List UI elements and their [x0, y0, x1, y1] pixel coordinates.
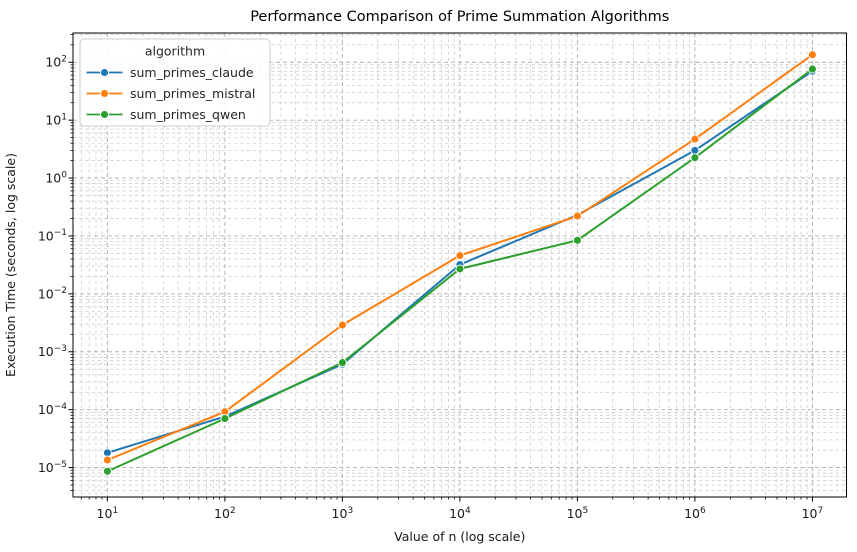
data-point — [220, 414, 230, 424]
y-tick-label: 10−4 — [38, 402, 67, 417]
x-tick-label: 101 — [97, 506, 119, 521]
series-markers-sum_primes_qwen — [102, 64, 817, 476]
x-tick-label: 103 — [332, 506, 354, 521]
y-tick-label: 102 — [45, 55, 67, 70]
legend-marker-claude — [100, 68, 109, 77]
data-point — [807, 50, 817, 60]
data-point — [337, 320, 347, 330]
series-markers-sum_primes_mistral — [102, 50, 817, 465]
y-tick-label: 10−1 — [38, 228, 67, 243]
chart-title: Performance Comparison of Prime Summatio… — [250, 9, 669, 25]
x-tick-label: 104 — [449, 506, 471, 521]
legend-title: algorithm — [145, 44, 205, 59]
data-point — [337, 358, 347, 368]
x-tick-label: 107 — [802, 506, 824, 521]
data-point — [102, 466, 112, 476]
legend-label-claude: sum_primes_claude — [130, 65, 254, 80]
y-tick-label: 10−2 — [38, 286, 67, 301]
legend-label-qwen: sum_primes_qwen — [130, 107, 246, 122]
data-point — [572, 211, 582, 221]
data-point — [690, 145, 700, 155]
y-tick-label: 100 — [45, 170, 67, 185]
legend-box — [79, 38, 271, 127]
x-tick-label: 102 — [214, 506, 236, 521]
data-point — [455, 264, 465, 274]
legend-label-mistral: sum_primes_mistral — [130, 86, 255, 101]
x-tick-label: 106 — [684, 506, 706, 521]
x-tick-label: 105 — [567, 506, 589, 521]
data-point — [690, 134, 700, 144]
y-axis-label: Execution Time (seconds, log scale) — [3, 153, 18, 377]
y-tick-label: 10−3 — [38, 344, 67, 359]
legend: algorithm sum_primes_claude sum_primes_m… — [79, 38, 271, 127]
data-point — [455, 251, 465, 260]
x-axis-label: Value of n (log scale) — [394, 529, 525, 544]
data-point — [572, 235, 582, 245]
data-point — [690, 153, 700, 163]
legend-marker-mistral — [100, 89, 109, 98]
y-tick-label: 101 — [45, 112, 67, 127]
data-point — [102, 455, 112, 465]
data-point — [807, 64, 817, 74]
legend-marker-qwen — [100, 110, 109, 119]
y-tick-label: 10−5 — [38, 460, 67, 475]
